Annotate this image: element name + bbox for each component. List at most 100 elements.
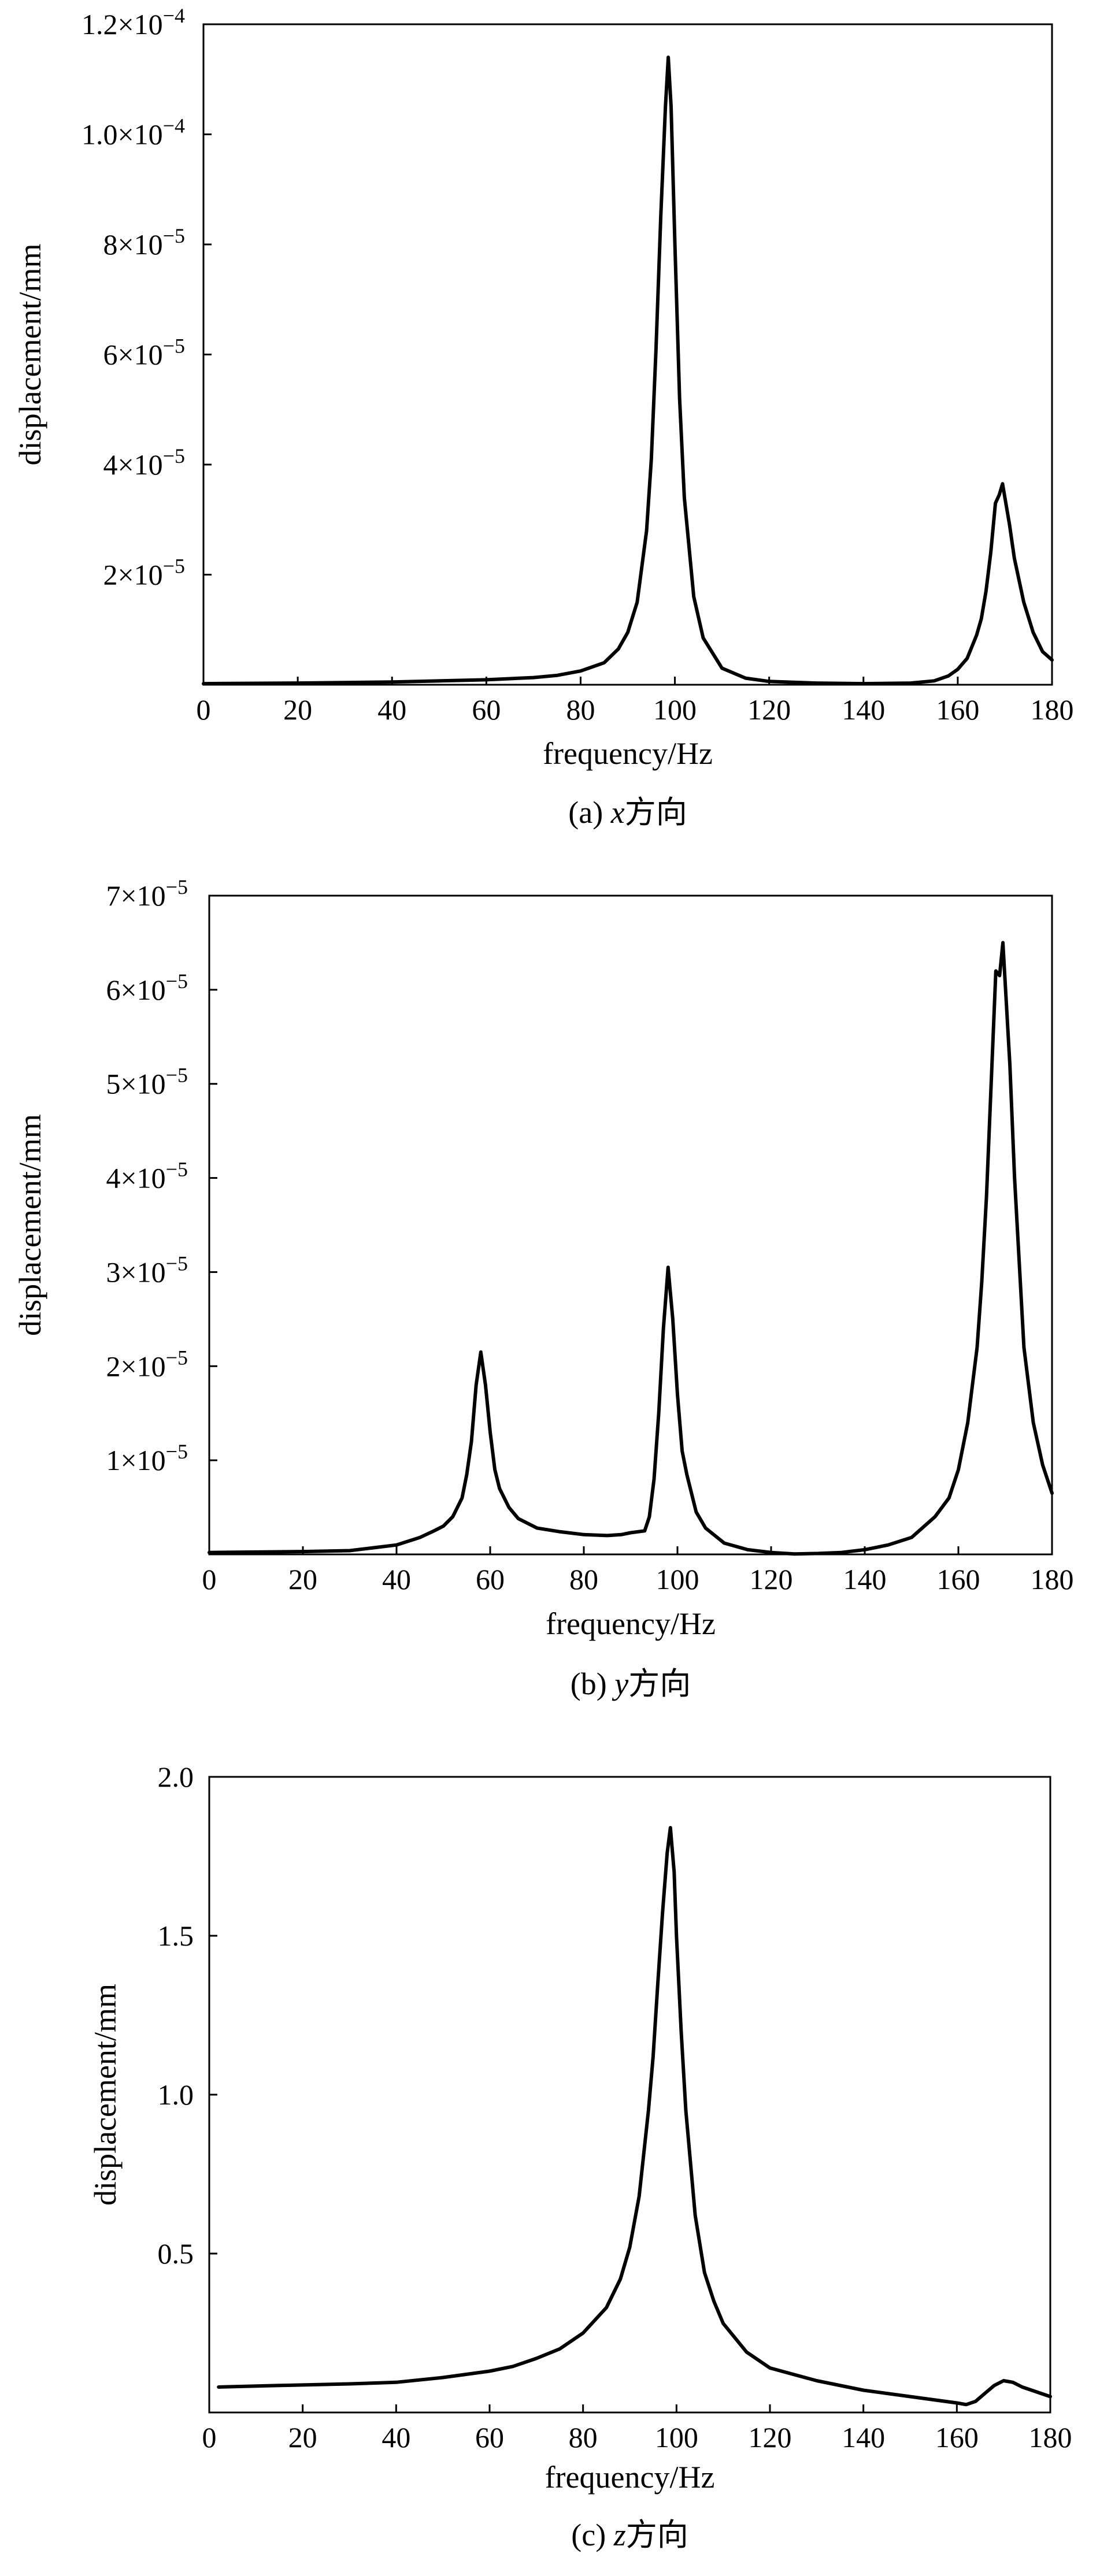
x-axis-label-a: frequency/Hz bbox=[543, 736, 713, 771]
data-point-b-63 bbox=[1051, 1493, 1053, 1494]
data-point-b-46 bbox=[911, 1536, 912, 1538]
data-point-b-24 bbox=[621, 1534, 622, 1535]
y-tick-label-a-5: 1.2×10−4 bbox=[82, 4, 185, 40]
data-point-b-49 bbox=[958, 1469, 959, 1471]
data-point-c-13 bbox=[638, 2196, 640, 2197]
data-point-a-25 bbox=[768, 681, 770, 682]
data-point-c-20 bbox=[673, 1872, 675, 1873]
data-point-b-22 bbox=[583, 1534, 584, 1535]
y-tick-label-a-0: 2×10−5 bbox=[103, 555, 185, 591]
data-point-b-51 bbox=[976, 1346, 978, 1348]
y-axis-label-a: displacement/mm bbox=[13, 244, 47, 466]
x-tick-label-a-8: 160 bbox=[936, 693, 979, 726]
data-point-b-17 bbox=[499, 1488, 500, 1489]
data-point-c-11 bbox=[620, 2278, 621, 2280]
x-tick-label-b-9: 180 bbox=[1031, 1563, 1074, 1595]
data-point-c-36 bbox=[975, 2401, 976, 2402]
data-point-c-41 bbox=[1021, 2386, 1023, 2388]
y-tick-label-c-3: 2.0 bbox=[158, 1761, 194, 1793]
data-point-c-9 bbox=[582, 2332, 584, 2334]
data-point-b-47 bbox=[934, 1516, 936, 1517]
y-tick-label-a-1: 4×10−5 bbox=[103, 444, 185, 481]
data-point-c-39 bbox=[1003, 2380, 1004, 2381]
y-axis-label-c: displacement/mm bbox=[88, 1984, 123, 2206]
x-tick-label-b-3: 60 bbox=[476, 1563, 505, 1595]
data-point-a-4 bbox=[533, 677, 534, 678]
data-point-b-48 bbox=[949, 1497, 950, 1499]
data-point-a-5 bbox=[556, 675, 558, 676]
data-point-a-40 bbox=[1009, 525, 1010, 526]
data-point-c-40 bbox=[1012, 2382, 1014, 2383]
data-point-c-21 bbox=[676, 1935, 677, 1936]
data-point-a-19 bbox=[679, 398, 680, 399]
data-point-a-29 bbox=[934, 680, 935, 682]
data-point-b-26 bbox=[644, 1530, 646, 1532]
data-point-b-18 bbox=[508, 1506, 510, 1508]
data-point-b-53 bbox=[986, 1196, 987, 1197]
data-point-b-60 bbox=[1023, 1346, 1025, 1348]
x-tick-label-a-7: 140 bbox=[842, 693, 885, 726]
data-point-c-5 bbox=[489, 2370, 490, 2372]
data-point-b-8 bbox=[452, 1516, 453, 1517]
data-point-b-23 bbox=[606, 1535, 608, 1536]
data-point-b-29 bbox=[658, 1412, 660, 1414]
data-point-b-43 bbox=[840, 1551, 842, 1553]
x-tick-label-c-2: 40 bbox=[382, 2421, 410, 2453]
data-point-c-34 bbox=[956, 2402, 958, 2404]
data-point-c-12 bbox=[629, 2247, 631, 2248]
x-tick-label-a-0: 0 bbox=[197, 693, 211, 726]
data-point-b-38 bbox=[724, 1542, 725, 1544]
data-point-a-22 bbox=[702, 637, 704, 639]
y-tick-label-a-3: 8×10−5 bbox=[103, 224, 185, 261]
series-line-a-0 bbox=[202, 55, 1054, 686]
data-point-b-36 bbox=[695, 1511, 697, 1513]
series-points-b bbox=[209, 942, 1053, 1554]
data-point-b-42 bbox=[817, 1553, 818, 1554]
data-point-c-7 bbox=[536, 2358, 537, 2359]
x-tick-label-a-3: 60 bbox=[472, 693, 501, 726]
data-point-c-35 bbox=[965, 2404, 967, 2406]
data-point-a-38 bbox=[998, 494, 1000, 496]
data-point-c-26 bbox=[713, 2300, 714, 2302]
data-point-b-15 bbox=[490, 1431, 491, 1433]
x-tick-label-c-4: 80 bbox=[569, 2421, 598, 2453]
data-point-b-50 bbox=[967, 1422, 968, 1423]
x-tick-label-a-9: 180 bbox=[1031, 693, 1074, 726]
data-point-b-1 bbox=[302, 1551, 303, 1552]
data-point-b-61 bbox=[1032, 1422, 1034, 1423]
data-point-c-19 bbox=[670, 1827, 671, 1828]
data-point-a-33 bbox=[976, 634, 977, 636]
data-point-a-28 bbox=[910, 682, 912, 684]
data-point-b-41 bbox=[794, 1553, 795, 1554]
data-point-b-19 bbox=[517, 1518, 519, 1519]
series-points-c bbox=[218, 1827, 1051, 2406]
data-point-a-15 bbox=[665, 106, 666, 107]
x-tick-label-b-8: 160 bbox=[937, 1563, 980, 1595]
data-point-a-41 bbox=[1014, 558, 1015, 559]
data-point-a-34 bbox=[980, 618, 982, 619]
data-point-b-30 bbox=[662, 1328, 664, 1329]
y-tick-label-a-2: 6×10−5 bbox=[103, 335, 185, 371]
data-point-c-32 bbox=[909, 2396, 911, 2397]
data-point-b-4 bbox=[396, 1544, 397, 1546]
data-point-c-6 bbox=[512, 2366, 514, 2367]
data-point-a-10 bbox=[636, 602, 638, 603]
y-tick-label-a-4: 1.0×10−4 bbox=[82, 114, 185, 151]
data-point-a-21 bbox=[693, 596, 694, 597]
data-point-a-3 bbox=[486, 679, 487, 681]
caption-a: (a) x方向 bbox=[568, 794, 687, 830]
data-point-c-27 bbox=[723, 2323, 724, 2324]
y-tick-label-b-2: 3×10−5 bbox=[106, 1252, 188, 1288]
data-point-b-37 bbox=[705, 1527, 706, 1529]
data-point-a-42 bbox=[1023, 602, 1024, 603]
data-point-b-39 bbox=[747, 1549, 749, 1550]
x-tick-label-c-6: 120 bbox=[749, 2421, 792, 2453]
data-point-b-55 bbox=[995, 970, 997, 972]
data-point-a-2 bbox=[391, 681, 392, 682]
x-tick-label-c-1: 20 bbox=[288, 2421, 317, 2453]
data-point-c-17 bbox=[662, 1913, 663, 1914]
data-point-b-56 bbox=[999, 975, 1001, 977]
data-point-c-1 bbox=[279, 2385, 280, 2386]
plot-frame-c bbox=[208, 1776, 1051, 2414]
